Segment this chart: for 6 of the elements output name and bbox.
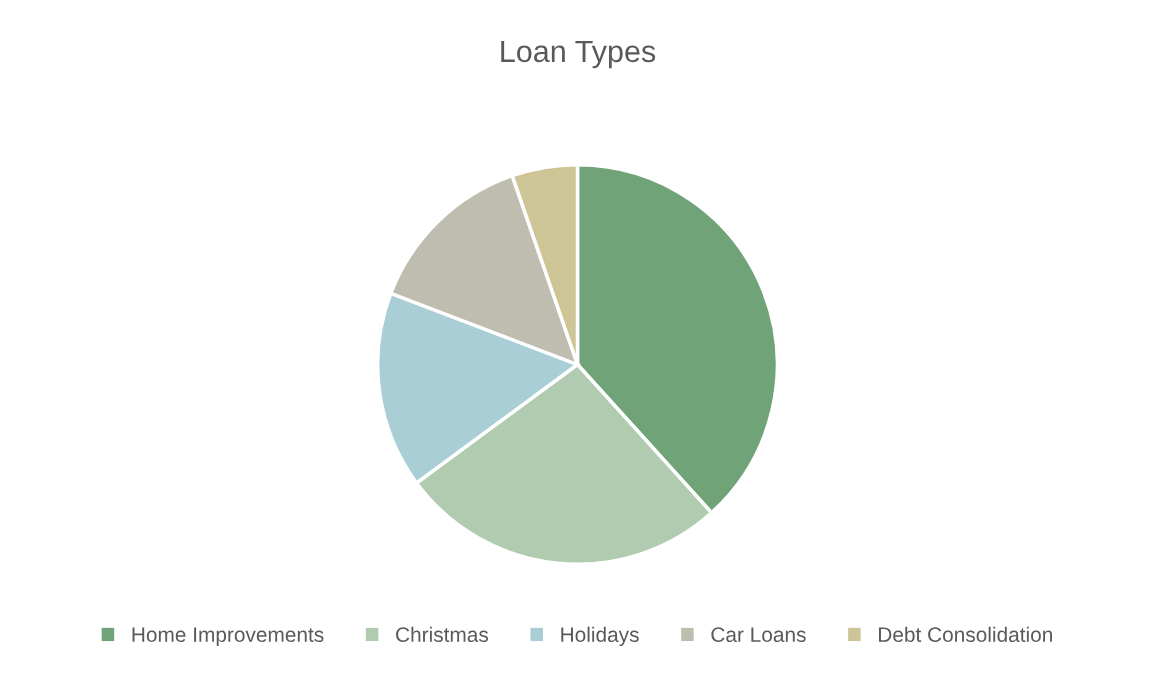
legend-label: Car Loans bbox=[711, 627, 806, 643]
legend-label: Debt Consolidation bbox=[879, 626, 1052, 643]
legend-label: Holidays bbox=[561, 626, 639, 647]
chart-title: Loan Types bbox=[501, 40, 656, 69]
legend-label: Christmas bbox=[396, 626, 489, 643]
legend-label: Home Improvements bbox=[132, 627, 324, 647]
